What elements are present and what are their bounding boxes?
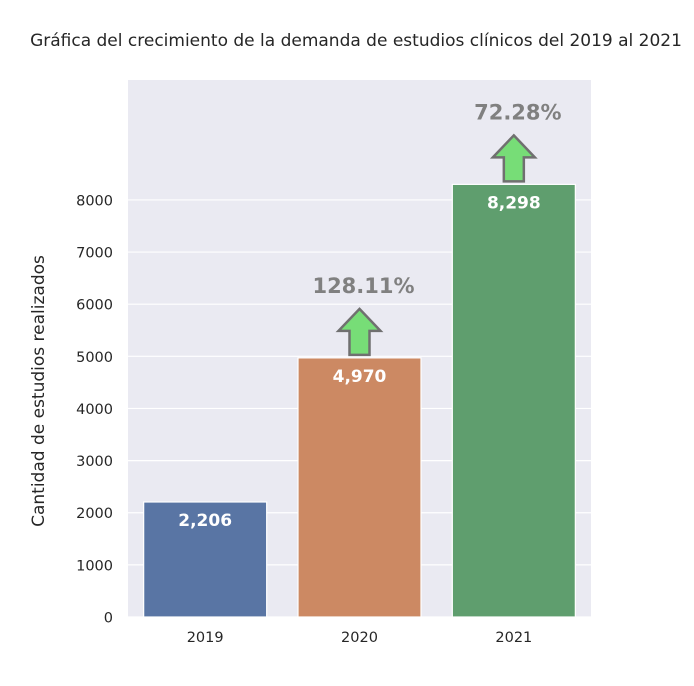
bar-value-label: 8,298 [487,193,541,213]
x-tick-labels: 2019 2020 2021 [187,630,533,646]
y-tick-label: 5000 [76,350,113,366]
growth-arrow-icon [335,307,384,357]
y-tick-label: 8000 [76,193,113,209]
y-tick-label: 1000 [76,558,113,574]
bar-value-label: 4,970 [333,367,387,387]
growth-percentage-label: 128.11% [312,274,414,298]
y-tick-label: 2000 [76,506,113,522]
bar-value-label: 2,206 [178,511,232,531]
y-tick-label: 7000 [76,246,113,262]
growth-annotations: 128.11% 72.28% [312,100,562,357]
bar-2020 [297,357,422,618]
y-tick-label: 4000 [76,402,113,418]
growth-percentage-label: 72.28% [474,100,561,124]
bar-2021 [451,183,576,618]
y-axis-label: Cantidad de estudios realizados [29,255,49,527]
bars: 2,206 4,970 8,298 [143,183,576,618]
chart-title: Gráfica del crecimiento de la demanda de… [30,31,682,51]
y-tick-labels: 0 1000 2000 3000 4000 5000 6000 7000 8000 [76,193,113,626]
y-tick-label: 0 [104,611,113,627]
x-tick-label: 2019 [187,630,224,646]
bar-2019 [143,501,268,618]
growth-arrow-icon [489,133,538,183]
y-tick-label: 6000 [76,298,113,314]
x-tick-label: 2020 [341,630,378,646]
y-tick-label: 3000 [76,454,113,470]
x-tick-label: 2021 [495,630,532,646]
